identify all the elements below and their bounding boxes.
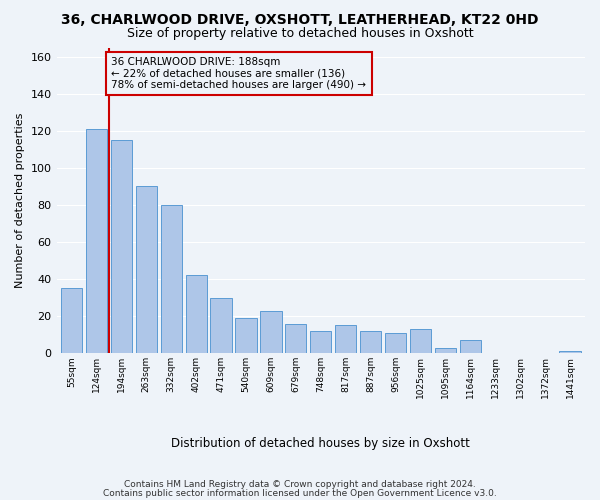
Text: 36 CHARLWOOD DRIVE: 188sqm
← 22% of detached houses are smaller (136)
78% of sem: 36 CHARLWOOD DRIVE: 188sqm ← 22% of deta… <box>112 57 367 90</box>
Bar <box>111 140 132 353</box>
Text: 36, CHARLWOOD DRIVE, OXSHOTT, LEATHERHEAD, KT22 0HD: 36, CHARLWOOD DRIVE, OXSHOTT, LEATHERHEA… <box>61 12 539 26</box>
X-axis label: Distribution of detached houses by size in Oxshott: Distribution of detached houses by size … <box>172 437 470 450</box>
Bar <box>410 329 431 353</box>
Text: Size of property relative to detached houses in Oxshott: Size of property relative to detached ho… <box>127 28 473 40</box>
Y-axis label: Number of detached properties: Number of detached properties <box>15 112 25 288</box>
Bar <box>435 348 456 353</box>
Bar <box>161 205 182 353</box>
Bar <box>385 333 406 353</box>
Bar <box>285 324 307 353</box>
Text: Contains public sector information licensed under the Open Government Licence v3: Contains public sector information licen… <box>103 489 497 498</box>
Bar <box>211 298 232 353</box>
Bar <box>460 340 481 353</box>
Bar <box>61 288 82 353</box>
Bar <box>86 129 107 353</box>
Bar <box>335 326 356 353</box>
Text: Contains HM Land Registry data © Crown copyright and database right 2024.: Contains HM Land Registry data © Crown c… <box>124 480 476 489</box>
Bar <box>136 186 157 353</box>
Bar <box>559 352 581 353</box>
Bar <box>260 310 281 353</box>
Bar <box>310 331 331 353</box>
Bar <box>360 331 381 353</box>
Bar <box>235 318 257 353</box>
Bar <box>185 276 207 353</box>
